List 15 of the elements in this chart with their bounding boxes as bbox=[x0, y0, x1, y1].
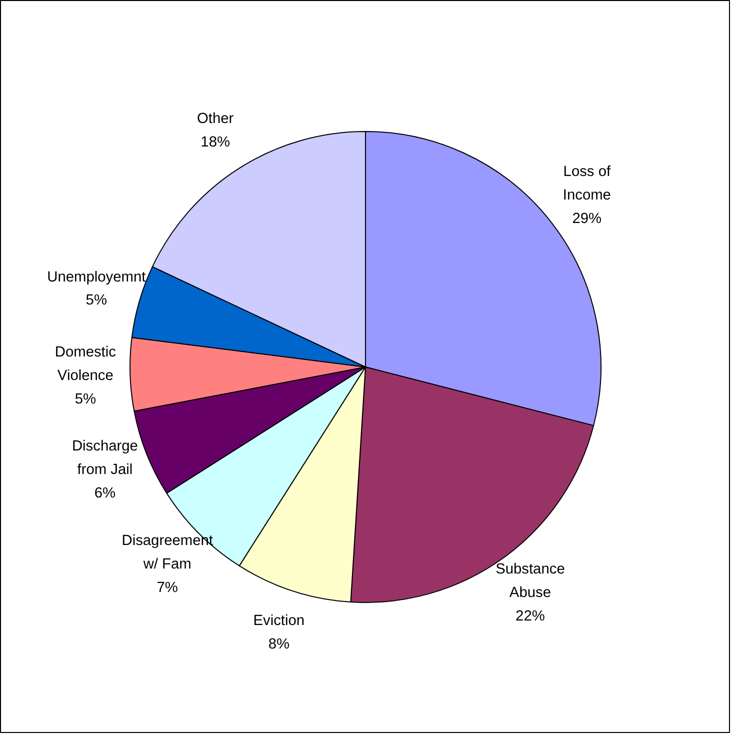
slice-label: Discharge from Jail bbox=[72, 438, 138, 478]
data-label: 22% bbox=[516, 608, 545, 625]
slice-label: Loss of Income bbox=[562, 164, 612, 204]
slice-label: Unemployemnt bbox=[47, 269, 146, 286]
slice-label: Substance Abuse bbox=[496, 562, 565, 602]
slice-label: Domestic Violence bbox=[54, 344, 116, 384]
data-label: 18% bbox=[200, 134, 230, 151]
data-label: 6% bbox=[94, 485, 116, 502]
data-label: 29% bbox=[572, 211, 602, 228]
data-label: 7% bbox=[156, 580, 178, 596]
data-label: 5% bbox=[86, 292, 107, 309]
data-label: 5% bbox=[74, 391, 96, 408]
slice-label: Eviction bbox=[253, 613, 305, 630]
data-label: 8% bbox=[268, 636, 290, 653]
slice-label: Other bbox=[197, 111, 234, 128]
